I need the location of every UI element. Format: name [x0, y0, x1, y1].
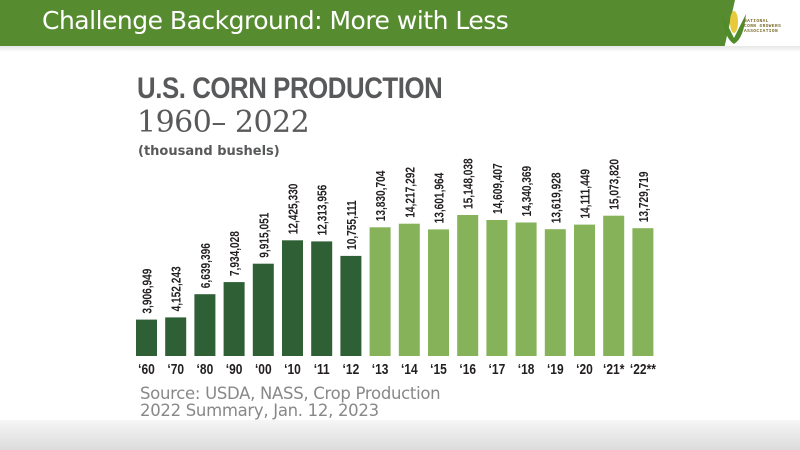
- bar-value-label: 10,755,111: [345, 200, 359, 250]
- x-tick-label: ‘10: [284, 361, 301, 378]
- bar: [428, 229, 449, 356]
- ncga-logo: [722, 11, 746, 44]
- bar-value-label: 14,340,369: [520, 165, 534, 216]
- bar: [252, 263, 274, 356]
- chart-title: U.S. CORN PRODUCTION: [137, 72, 443, 105]
- chart-subtitle: 1960– 2022: [137, 105, 310, 140]
- bar: [457, 215, 479, 356]
- x-tick-label: ‘12: [343, 361, 360, 378]
- banner-shadow: [0, 46, 800, 52]
- bar-value-label: 13,601,964: [432, 172, 446, 223]
- bar: [603, 215, 625, 356]
- x-tick-label: ‘18: [518, 361, 535, 378]
- x-tick-label: ‘80: [197, 361, 214, 378]
- corn-cob-icon: [730, 11, 738, 33]
- bar: [398, 223, 420, 356]
- x-tick-label: ‘19: [547, 361, 564, 378]
- bar-value-label: 14,217,292: [403, 167, 417, 218]
- logo-text: NATIONAL CORN GROWERS ASSOCIATION: [744, 19, 781, 34]
- bar-value-label: 13,619,928: [549, 172, 563, 223]
- bar: [340, 255, 362, 356]
- bar: [544, 229, 566, 356]
- x-tick-label: ‘90: [226, 361, 243, 378]
- chart-unit-label: (thousand bushels): [138, 144, 280, 159]
- bar: [136, 319, 157, 356]
- x-tick-label: ‘70: [167, 361, 184, 378]
- bar-value-label: 3,906,949: [140, 268, 154, 314]
- title-banner: [0, 0, 735, 46]
- bar-value-label: 12,313,956: [316, 184, 330, 235]
- x-tick-label: ‘17: [489, 361, 506, 378]
- source-note: Source: USDA, NASS, Crop Production 2022…: [140, 384, 441, 420]
- bar: [486, 220, 508, 356]
- x-tick-label: ‘11: [314, 361, 330, 378]
- logo-line: CORN GROWERS: [744, 24, 782, 29]
- bar-value-label: 14,609,407: [491, 163, 505, 214]
- bar: [282, 240, 303, 356]
- logo-line: NATIONAL: [744, 19, 769, 24]
- bar: [165, 317, 187, 356]
- bar-value-label: 7,934,028: [228, 231, 242, 277]
- source-line-2: 2022 Summary, Jan. 12, 2023: [140, 401, 379, 420]
- logo-line: ASSOCIATION: [744, 29, 779, 34]
- bar-value-label: 6,639,396: [199, 243, 213, 289]
- bar-value-label: 9,915,051: [257, 212, 271, 258]
- bar-value-label: 4,152,243: [170, 266, 184, 312]
- x-tick-label: ‘00: [255, 361, 272, 378]
- x-tick-label: ‘15: [430, 361, 447, 378]
- x-tick-label: ‘13: [372, 361, 389, 378]
- bar-value-label: 15,148,038: [462, 158, 476, 209]
- x-tick-label: ‘14: [401, 361, 418, 378]
- x-tick-label: ‘21*: [603, 361, 625, 378]
- bar-value-label: 13,729,719: [637, 171, 651, 222]
- source-line-1: Source: USDA, NASS, Crop Production: [140, 384, 441, 403]
- bar-value-label: 13,830,704: [374, 170, 388, 221]
- footer-band: [0, 420, 800, 450]
- bar: [194, 294, 216, 356]
- bar-value-label: 14,111,449: [578, 169, 592, 219]
- bar-value-label: 15,073,820: [608, 159, 622, 210]
- bar: [369, 227, 391, 356]
- bar-value-label: 12,425,330: [286, 184, 300, 235]
- slide-title: Challenge Background: More with Less: [42, 6, 509, 35]
- x-tick-label: ‘16: [459, 361, 476, 378]
- corn-leaf-icon: [722, 14, 746, 44]
- x-tick-label: ‘22**: [630, 361, 657, 378]
- x-tick-label: ‘60: [138, 361, 155, 378]
- bar: [223, 282, 245, 356]
- bar: [515, 222, 537, 356]
- x-tick-label: ‘20: [576, 361, 593, 378]
- bar: [574, 224, 595, 356]
- bar: [632, 228, 654, 356]
- bar: [311, 241, 333, 356]
